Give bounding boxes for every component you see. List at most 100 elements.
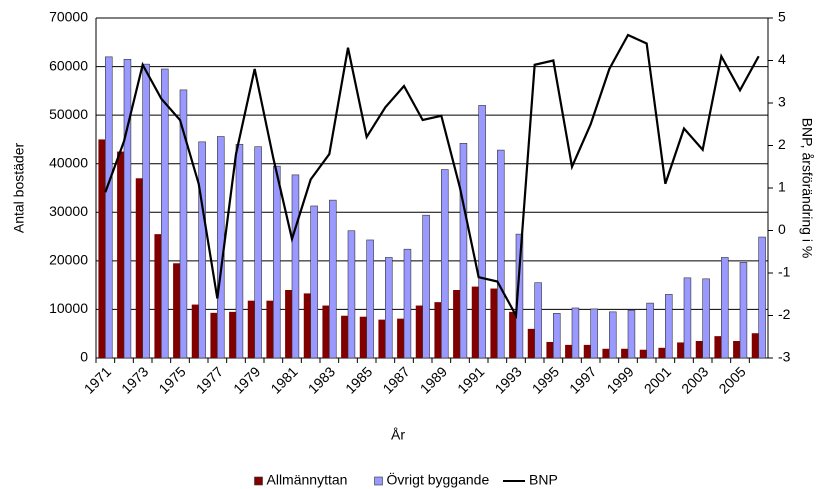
bar	[714, 336, 722, 358]
bar	[658, 347, 666, 358]
bar	[359, 316, 367, 358]
bar	[695, 341, 703, 358]
bar	[123, 58, 132, 359]
x-tick-label: 1981	[267, 363, 300, 396]
bar	[98, 139, 106, 358]
x-tick-label: 1995	[529, 363, 562, 396]
x-tick-label: 1991	[454, 363, 487, 396]
bar	[366, 239, 374, 359]
bar	[515, 233, 524, 359]
bar	[273, 165, 281, 359]
bar	[739, 262, 748, 359]
y2-tick-label: 5	[778, 9, 786, 25]
y2-tick-label: 2	[778, 136, 786, 152]
bar	[665, 294, 673, 359]
bar	[702, 278, 710, 359]
bar	[546, 341, 554, 358]
bar	[646, 302, 654, 359]
bar	[459, 143, 468, 359]
bar	[553, 313, 561, 359]
legend-label: BNP	[529, 472, 558, 488]
bar	[403, 248, 412, 359]
bar	[534, 282, 542, 359]
y2-tick-label: 0	[778, 221, 786, 237]
bar	[677, 342, 684, 358]
bar	[627, 310, 636, 359]
x-axis-title: År	[391, 427, 405, 443]
bar	[385, 257, 393, 359]
bar	[254, 146, 262, 359]
bar	[509, 311, 516, 358]
legend-swatch	[374, 476, 383, 486]
x-tick-label: 1987	[379, 363, 412, 396]
bar	[105, 56, 113, 359]
bar	[639, 349, 647, 358]
bar	[490, 288, 498, 358]
x-tick-label: 2005	[715, 363, 748, 396]
y-tick-label: 50000	[49, 106, 88, 122]
legend-swatch	[254, 476, 263, 486]
y2-tick-label: -1	[778, 264, 791, 280]
bar	[347, 230, 356, 359]
y-tick-label: 30000	[49, 203, 88, 219]
bar	[527, 328, 535, 358]
bar	[683, 277, 692, 359]
x-tick-label: 1983	[305, 363, 338, 396]
x-tick-label: 1999	[603, 363, 636, 396]
bar	[415, 305, 423, 358]
bar	[434, 302, 442, 358]
bar	[565, 344, 572, 358]
bar	[135, 178, 143, 358]
bar	[310, 205, 318, 359]
y-tick-label: 20000	[49, 252, 88, 268]
bar	[621, 348, 628, 358]
x-tick-label: 1997	[566, 363, 599, 396]
x-tick-label: 2003	[678, 363, 711, 396]
bar	[329, 199, 337, 359]
bar	[229, 311, 236, 358]
bar	[453, 290, 460, 358]
bar	[117, 151, 124, 358]
x-tick-label: 1971	[81, 363, 114, 396]
bar	[378, 319, 386, 358]
y2-tick-label: -2	[778, 306, 791, 322]
y2-tick-label: 1	[778, 179, 786, 195]
x-tick-label: 1979	[230, 363, 263, 396]
bar	[173, 263, 180, 358]
x-tick-label: 1989	[417, 363, 450, 396]
x-tick-label: 1977	[193, 363, 226, 396]
y2-tick-label: -3	[778, 349, 791, 365]
y-tick-label: 70000	[49, 9, 88, 25]
bar	[191, 304, 199, 358]
bar	[497, 149, 505, 359]
y2-tick-label: 4	[778, 51, 786, 67]
bar	[441, 169, 449, 359]
bar	[758, 236, 766, 359]
bar	[751, 333, 759, 358]
line-series	[104, 33, 760, 320]
y-axis-title: Antal bostäder	[11, 143, 27, 234]
bar	[609, 311, 617, 359]
bar	[422, 214, 430, 359]
bar	[583, 344, 591, 358]
y-tick-label: 60000	[49, 57, 88, 73]
y2-axis-title: BNP, årsförändring i %	[799, 118, 815, 259]
x-tick-label: 2001	[641, 363, 674, 396]
bar	[247, 300, 255, 358]
bar	[154, 234, 162, 358]
bar	[733, 341, 740, 358]
legend-label: Allmännyttan	[267, 472, 348, 488]
bar	[397, 318, 404, 358]
x-tick-label: 1993	[491, 363, 524, 396]
y-tick-label: 0	[80, 349, 88, 365]
bar	[291, 174, 300, 359]
bar	[285, 290, 292, 358]
legend-label: Övrigt byggande	[387, 471, 490, 488]
bar	[322, 305, 330, 358]
x-tick-label: 1973	[118, 363, 151, 396]
bar	[303, 293, 311, 358]
bar	[478, 105, 486, 359]
y-tick-label: 40000	[49, 154, 88, 170]
bar	[341, 315, 348, 358]
